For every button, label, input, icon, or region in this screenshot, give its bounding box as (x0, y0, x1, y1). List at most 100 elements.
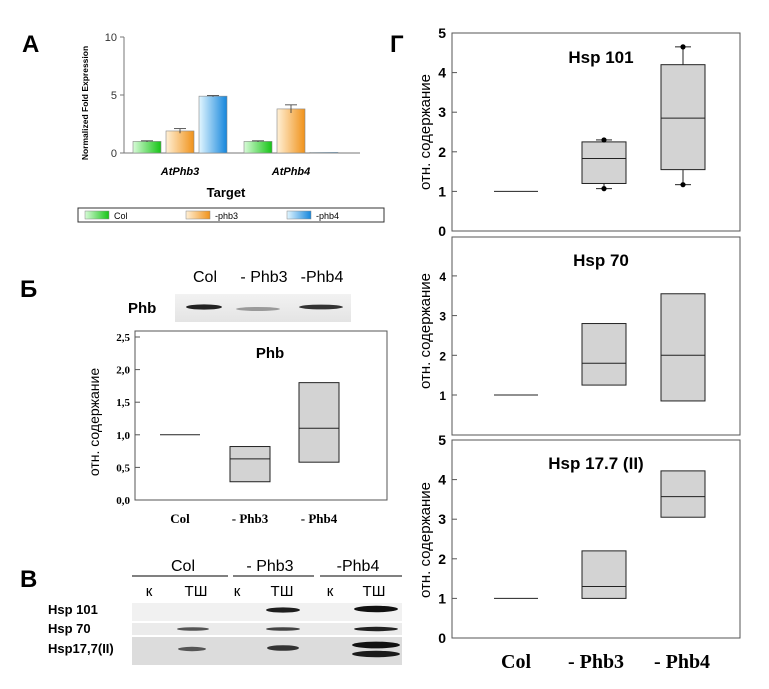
box (660, 64, 706, 171)
panel-g3-title: Hsp 17.7 (II) (548, 454, 643, 473)
blot-b-band-phb4 (299, 304, 343, 310)
panel-g-ytick-label: 1 (439, 389, 446, 403)
panel-a-legend-swatch (286, 210, 312, 220)
panel-g-ytick-label: 4 (438, 65, 446, 81)
blot-v-k-phb4: к (327, 583, 334, 600)
panel-a-category-label: AtPhb4 (271, 166, 311, 178)
panel-a-legend-label: -phb4 (316, 211, 339, 221)
panel-g-ytick-label: 2 (439, 349, 446, 363)
box (581, 141, 627, 184)
panel-letter-b: Б (20, 276, 37, 303)
panel-g-ytick-label: 5 (438, 25, 446, 41)
blot-v-tsh-col: ТШ (185, 583, 208, 600)
panel-g-ytick-label: 5 (438, 432, 446, 448)
panel-a-xlabel: Target (207, 185, 246, 200)
box-outlier-point (601, 137, 607, 143)
blot-v-group-col: Col (171, 558, 195, 575)
blot-v-k-phb3: к (234, 583, 241, 600)
panel-g-ytick-label: 1 (438, 590, 446, 606)
panel-a-ytick-label: 0 (111, 148, 117, 160)
panel-b-box-plot: Phb отн. содержание 0,0 0,5 1,0 1,5 2,0 2,5 C… (86, 330, 388, 526)
panel-g-ytick-label: 4 (438, 472, 446, 488)
blot-v-band-hsp101-phb3 (266, 607, 300, 613)
panel-g-ytick-label: 3 (438, 511, 446, 527)
panel-g3-ylabel: отн. содержание (417, 482, 434, 598)
blot-v-band-hsp70-col (177, 627, 209, 631)
blot-v-membrane-hsp101 (132, 603, 402, 621)
panel-g-ytick-label: 2 (438, 551, 446, 567)
panel-a-legend-label: -phb3 (215, 211, 238, 221)
panel-g2-title: Hsp 70 (573, 251, 629, 270)
blot-v-band-hsp17-phb3 (267, 645, 299, 651)
panel-a-bar (309, 152, 339, 154)
panel-g-category-label: - Phb4 (654, 651, 710, 673)
panel-b-category-label: - Phb3 (232, 511, 269, 526)
panel-g-ytick-label: 3 (439, 310, 446, 324)
panel-g-ytick-label: 3 (438, 104, 446, 120)
panel-a-bar-chart: Normalized Fold Expression Target 0 5 10 A… (77, 32, 385, 223)
blot-b-lane-col: Col (193, 269, 217, 286)
blot-v-band-hsp70-phb3 (266, 627, 300, 631)
blot-b-lane-phb3: - Phb3 (240, 269, 287, 286)
blot-v-band-hsp17-col (178, 646, 206, 652)
blot-v-row-hsp70: Hsp 70 (48, 621, 91, 636)
blot-v-band-hsp70-phb4 (354, 626, 398, 632)
box (581, 550, 627, 599)
panel-letter-v: В (20, 566, 37, 593)
panel-a-ylabel: Normalized Fold Expression (80, 46, 90, 160)
blot-v-row-hsp101: Hsp 101 (48, 602, 98, 617)
blot-v-group-phb3: - Phb3 (246, 558, 293, 575)
panel-g-ytick-label: 0 (438, 223, 446, 239)
panel-a-bar (132, 141, 162, 154)
box (298, 382, 340, 463)
blot-v-row-hsp17: Hsp17,7(II) (48, 641, 114, 656)
panel-b-ytick-label: 2,5 (116, 332, 130, 344)
blot-v-band-hsp17-phb4b (352, 650, 400, 658)
box (581, 323, 627, 386)
box (660, 293, 706, 402)
panel-g-category-label: - Phb3 (568, 651, 624, 673)
panel-a-ytick-label: 10 (105, 32, 117, 44)
panel-a-legend-swatch (185, 210, 211, 220)
panel-b-ytick-label: 1,0 (116, 430, 130, 442)
blot-v-band-hsp101-phb4 (354, 605, 398, 613)
blot-b-row-label: Phb (128, 300, 156, 317)
blot-v-group-phb4: -Phb4 (337, 558, 380, 575)
panel-b-category-label: - Phb4 (301, 511, 338, 526)
panel-b-ylabel: отн. содержание (86, 368, 102, 476)
box-outlier-point (601, 186, 607, 192)
panel-b-ytick-label: 0,0 (116, 495, 130, 507)
panel-letter-a: А (22, 31, 39, 58)
panel-g-ytick-label: 1 (438, 183, 446, 199)
blot-v-membrane-hsp17 (132, 637, 402, 665)
panel-b-ytick-label: 2,0 (116, 365, 130, 377)
box-outlier-point (680, 182, 686, 188)
panel-a-bar (276, 108, 306, 154)
panel-b-blot: Col - Phb3 -Phb4 Phb (128, 269, 351, 322)
panel-a-legend-label: Col (114, 211, 128, 221)
panel-g2-ylabel: отн. содержание (417, 273, 434, 389)
box (229, 446, 271, 483)
blot-b-band-phb3 (236, 307, 280, 311)
panel-a-bar (198, 95, 228, 154)
panel-b-ytick-label: 1,5 (116, 397, 130, 409)
blot-b-band-col (186, 304, 222, 310)
panel-a-bar (165, 130, 195, 154)
panel-g-category-label: Col (501, 651, 531, 673)
panel-b-ytick-label: 0,5 (116, 462, 130, 474)
panel-v-blot: Col - Phb3 -Phb4 к ТШ к ТШ к ТШ Hsp 101 … (48, 558, 402, 665)
panel-g-box-plots: Hsp 101 Hsp 70 Hsp 17.7 (II) отн. содерж… (417, 25, 741, 673)
blot-v-tsh-phb4: ТШ (363, 583, 386, 600)
blot-v-k-col: к (146, 583, 153, 600)
panel-g-ytick-label: 2 (438, 144, 446, 160)
panel-g-ytick-label: 0 (438, 630, 446, 646)
panel-a-ytick-label: 5 (111, 90, 117, 102)
panel-a-bar (243, 141, 273, 154)
blot-b-lane-phb4: -Phb4 (301, 269, 344, 286)
panel-g-ytick-label: 4 (439, 270, 446, 284)
box (660, 470, 706, 518)
panel-letter-g: Г (390, 31, 404, 58)
panel-a-legend-swatch (84, 210, 110, 220)
blot-v-band-hsp17-phb4a (352, 641, 400, 649)
